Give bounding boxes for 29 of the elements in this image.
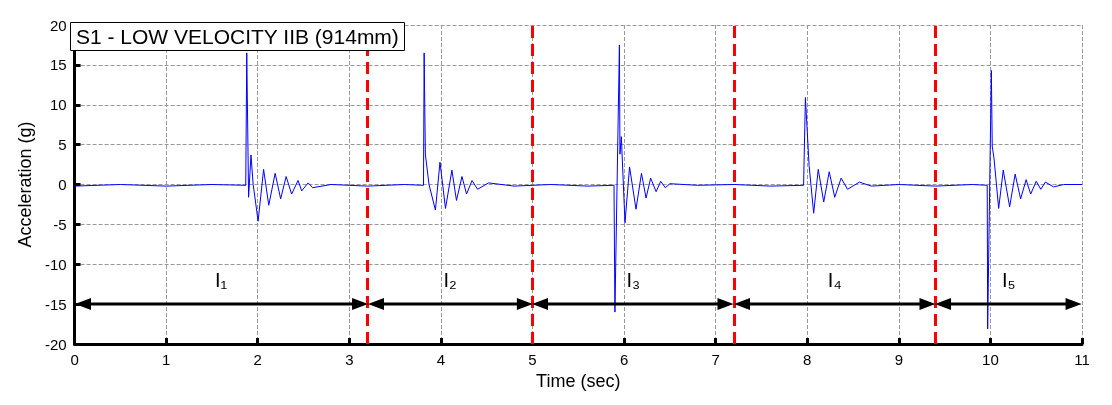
annotation: I₃	[626, 269, 641, 292]
x-tick-label: 9	[894, 351, 903, 368]
annotation: I₄	[827, 269, 842, 292]
y-axis-title: Acceleration (g)	[15, 121, 35, 248]
x-tick-label: 10	[982, 351, 999, 368]
annotation: I₁	[214, 269, 228, 292]
x-axis-title: Time (sec)	[536, 371, 621, 391]
annotation: I₅	[1001, 269, 1016, 292]
y-tick-label: 0	[58, 176, 67, 193]
x-tick-label: 7	[711, 351, 720, 368]
x-tick-label: 1	[161, 351, 171, 368]
x-tick-label: 8	[803, 351, 812, 368]
y-tick-label: -15	[44, 295, 67, 313]
y-tick-label: 10	[49, 96, 67, 114]
x-tick-label: 6	[619, 351, 629, 368]
x-tick-label: 2	[253, 351, 262, 368]
y-tick-label: -5	[53, 215, 67, 233]
x-tick-label: 3	[345, 351, 354, 368]
x-tick-label: 0	[70, 351, 79, 368]
y-tick-label: -20	[44, 335, 67, 353]
chart-title: S1 - LOW VELOCITY IIB (914mm)	[76, 25, 399, 48]
x-tick-label: 5	[528, 351, 537, 368]
y-tick-label: 5	[58, 136, 67, 154]
y-tick-label: 20	[49, 16, 67, 34]
y-tick-label: -10	[44, 255, 67, 273]
x-tick-label: 11	[1074, 351, 1090, 368]
x-tick-label: 4	[436, 351, 446, 368]
y-tick-label: 15	[49, 56, 67, 74]
annotation: I₂	[443, 269, 457, 292]
